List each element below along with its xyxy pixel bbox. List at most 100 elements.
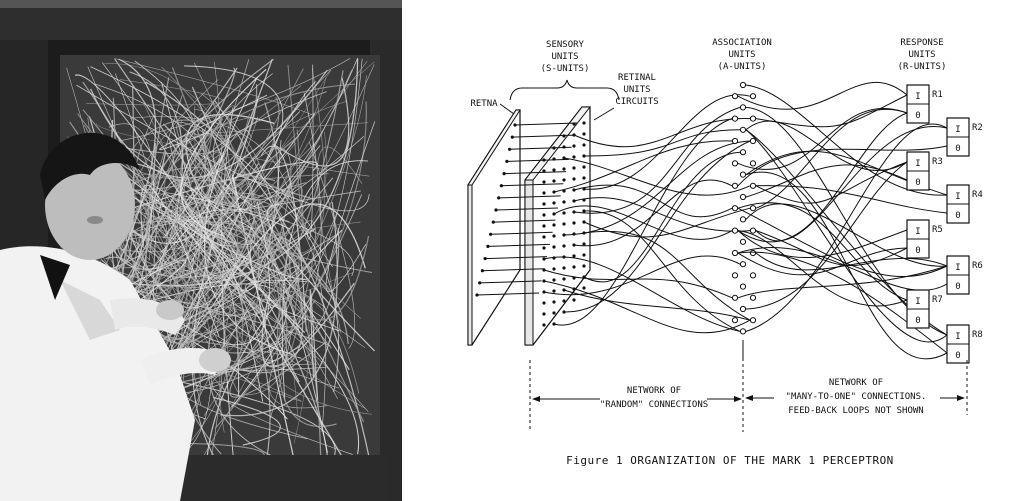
many-to-one-connection xyxy=(737,145,948,187)
many-to-one-connection xyxy=(737,247,908,276)
s-unit-dot xyxy=(552,168,556,172)
random-connections xyxy=(543,94,751,334)
a-unit xyxy=(749,294,757,301)
r-unit-top: I xyxy=(955,125,960,135)
s-unit-dot xyxy=(542,323,546,327)
random-connection xyxy=(583,230,751,321)
wire xyxy=(180,129,252,278)
a-unit xyxy=(731,93,739,100)
s-unit-dot xyxy=(552,223,556,227)
random-connection xyxy=(543,280,751,334)
wire xyxy=(90,66,339,393)
wire xyxy=(276,246,337,427)
retina-line xyxy=(501,183,564,187)
a-unit xyxy=(731,137,739,145)
r-unit-2: I 0 R2 xyxy=(946,117,983,157)
engineer-figure xyxy=(0,132,231,501)
retinal-label-2: UNITS xyxy=(623,85,650,95)
s-unit-dot xyxy=(552,311,556,315)
many-to-one-connection xyxy=(745,171,948,360)
sensory-label-1: SENSORY xyxy=(546,40,585,50)
sensory-brace xyxy=(509,79,620,101)
wire xyxy=(217,143,373,415)
retina-label: RETNA xyxy=(470,99,498,109)
s-unit-dot xyxy=(562,266,566,270)
random-connection xyxy=(573,118,751,148)
retina-line xyxy=(485,256,548,260)
retina-line xyxy=(495,207,559,211)
random-connection xyxy=(573,106,741,214)
wire xyxy=(256,147,292,267)
wire xyxy=(97,166,260,332)
r-unit-bottom: 0 xyxy=(955,282,960,292)
wire xyxy=(268,299,328,409)
wire xyxy=(106,259,187,306)
retina-to-s-lines xyxy=(476,122,578,296)
r-unit-top: I xyxy=(955,192,960,202)
r-unit-top: I xyxy=(955,263,960,273)
many-to-one-connection xyxy=(737,229,908,259)
retina-line xyxy=(498,195,561,199)
wire xyxy=(113,86,135,263)
retina-panel xyxy=(467,109,521,346)
s-unit-dot xyxy=(572,298,576,302)
a-unit xyxy=(731,227,739,234)
r-unit-top: I xyxy=(915,159,920,169)
network-random-label-1: NETWORK OF xyxy=(627,386,681,396)
random-connection xyxy=(553,205,733,240)
retina-line xyxy=(504,171,567,175)
s-unit-dot xyxy=(582,121,586,125)
s-unit-dot xyxy=(562,200,566,204)
wire xyxy=(210,68,325,254)
many-to-one-connection xyxy=(745,203,948,267)
random-connection xyxy=(583,94,751,190)
wire xyxy=(199,75,367,463)
a-unit xyxy=(731,249,739,257)
retina-line xyxy=(482,268,545,272)
wire xyxy=(219,61,368,433)
r-unit-name: R2 xyxy=(972,123,983,133)
s-unit-dot xyxy=(572,144,576,148)
a-unit xyxy=(749,249,757,257)
random-connection xyxy=(543,256,741,332)
wire xyxy=(204,76,293,356)
wire xyxy=(181,77,327,335)
retina-line xyxy=(506,158,569,162)
wire xyxy=(130,190,361,236)
random-connection xyxy=(563,140,751,313)
many-to-one-connection xyxy=(755,185,948,214)
wire xyxy=(156,209,290,272)
r-unit-top: I xyxy=(915,227,920,237)
random-connection xyxy=(573,179,733,247)
a-unit xyxy=(739,171,747,178)
a-unit xyxy=(739,216,747,223)
r-unit-bottom: 0 xyxy=(955,211,960,221)
retina-line xyxy=(487,243,550,247)
a-unit xyxy=(739,104,747,111)
a-unit xyxy=(731,160,739,167)
random-connection xyxy=(573,197,751,232)
r-unit-top: I xyxy=(915,297,920,307)
retinal-pointer xyxy=(593,107,615,121)
a-unit xyxy=(739,283,747,290)
a-unit xyxy=(739,238,747,245)
a-unit xyxy=(749,317,757,324)
many-to-one-connection xyxy=(737,251,948,354)
wire xyxy=(132,288,331,347)
a-unit xyxy=(739,305,747,313)
s-unit-dot xyxy=(542,202,546,206)
wire xyxy=(221,371,302,402)
many-to-one-connection xyxy=(755,161,908,204)
many-to-one-connection xyxy=(737,265,948,299)
r-unit-5: I 0 R5 xyxy=(906,219,943,259)
a-unit xyxy=(739,193,747,201)
r-unit-6: I 0 R6 xyxy=(946,255,983,295)
wire xyxy=(176,122,332,349)
retina-line xyxy=(476,292,540,296)
wire xyxy=(156,246,316,365)
s-unit-dot xyxy=(562,211,566,215)
sensory-label-2: UNITS xyxy=(551,52,578,62)
s-unit-dot xyxy=(582,286,586,290)
r-unit-name: R8 xyxy=(972,330,983,340)
r-unit-bottom: 0 xyxy=(915,111,920,121)
